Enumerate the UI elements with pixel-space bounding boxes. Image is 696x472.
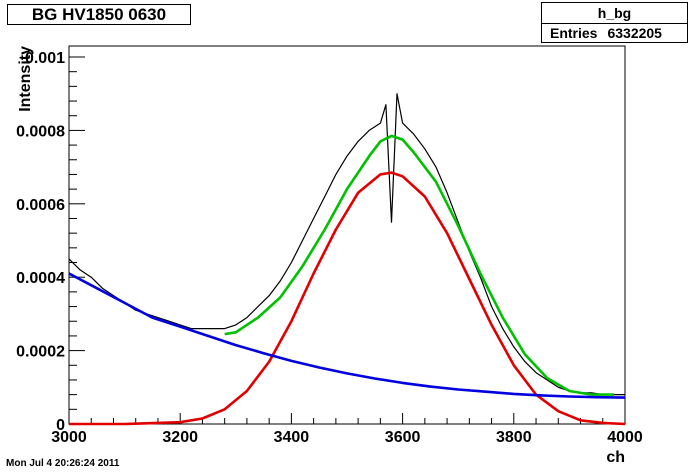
y-tick-label: 0.0002 [16,344,65,361]
stats-box: h_bg Entries 6332205 [541,2,688,43]
y-tick-label: 0.0008 [16,123,65,140]
y-tick-label: 0.001 [25,50,65,67]
y-tick-label: 0.0006 [16,197,65,214]
series-data-histogram [68,93,625,396]
x-tick-labels: 3000 3200 3400 3600 3800 4000 [51,429,643,446]
x-axis-label: ch [606,449,625,466]
x-tick-label: 3000 [51,429,87,446]
histogram-title: BG HV1850 0630 [7,4,191,25]
y-tick-label: 0 [56,417,65,434]
stats-entries-row: Entries 6332205 [542,24,687,43]
timestamp: Mon Jul 4 20:26:24 2011 [6,458,120,469]
y-axis-label: Intensity [17,46,34,112]
stats-name: h_bg [542,3,687,24]
series-background-component [68,272,626,399]
y-tick-labels: 0 0.0002 0.0004 0.0006 0.0008 0.001 [16,50,65,434]
x-tick-label: 3200 [162,429,198,446]
axis-ticks [68,56,626,425]
x-tick-label: 4000 [607,429,643,446]
y-tick-label: 0.0004 [16,270,65,287]
series-total-fit [224,134,614,396]
stats-entries-value: 6332205 [607,25,662,41]
x-tick-label: 3800 [496,429,532,446]
series-gaussian-component [69,171,626,426]
stats-entries-label: Entries [550,25,598,41]
series-group [68,93,626,426]
x-tick-label: 3400 [274,429,310,446]
plot-frame [68,45,626,425]
x-tick-label: 3600 [385,429,421,446]
